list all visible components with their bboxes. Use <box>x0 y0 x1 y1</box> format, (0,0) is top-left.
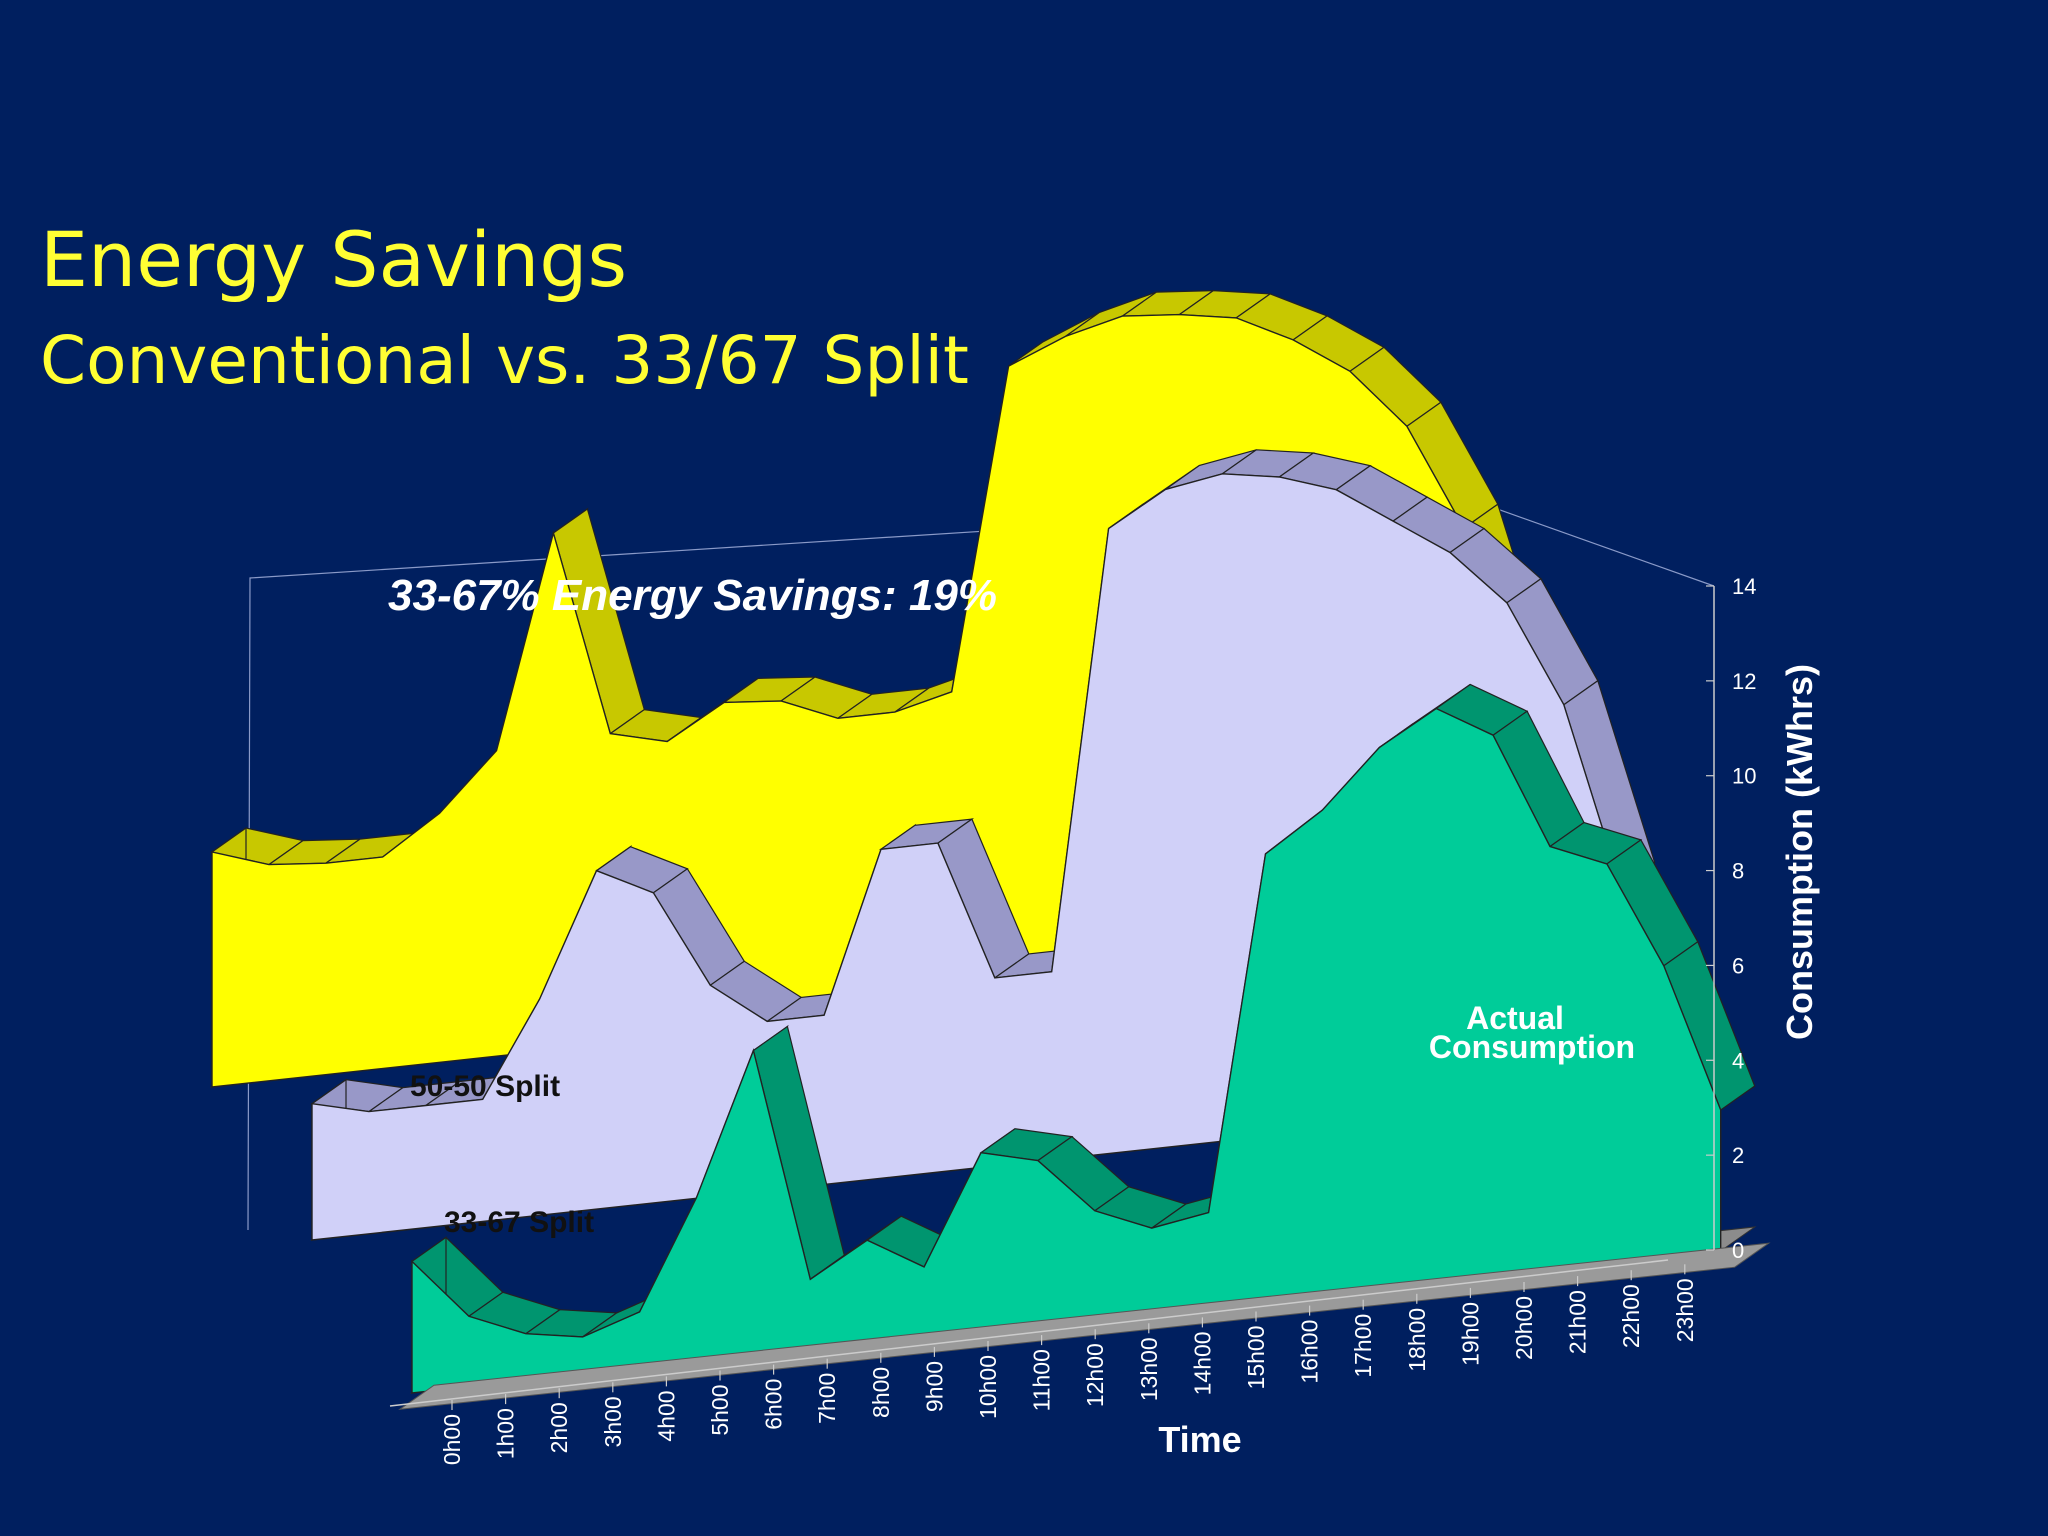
x-tick-label: 5h00 <box>707 1385 733 1436</box>
series-actual-consumption <box>410 683 1757 1395</box>
series-label-33-67: 33-67 Split <box>444 1206 594 1239</box>
x-tick-label: 19h00 <box>1457 1302 1483 1366</box>
x-tick-label: 18h00 <box>1404 1308 1430 1372</box>
series-label-50-50: 50-50 Split <box>410 1070 560 1103</box>
slide-title: Energy Savings <box>40 215 628 304</box>
series-label-actual-line1: Actual <box>1466 1000 1564 1036</box>
x-tick-label: 13h00 <box>1136 1337 1162 1401</box>
x-tick-label: 20h00 <box>1511 1296 1537 1360</box>
x-tick-label: 0h00 <box>439 1414 465 1465</box>
y-tick-label: 14 <box>1732 574 1756 599</box>
series-label-actual-line2: Consumption <box>1429 1029 1635 1065</box>
axes-layer: 0h00 1h00 2h00 3h00 4h00 5h00 6h00 7h00 8h00 9h00… <box>389 574 1771 1465</box>
y-tick-label: 2 <box>1732 1143 1744 1168</box>
x-tick-label: 9h00 <box>921 1361 947 1412</box>
x-tick-label: 22h00 <box>1618 1284 1644 1348</box>
y-tick-label: 6 <box>1732 953 1744 978</box>
x-tick-label: 21h00 <box>1565 1290 1591 1354</box>
savings-annotation: 33-67% Energy Savings: 19% <box>388 571 997 620</box>
x-tick-label: 3h00 <box>600 1396 626 1447</box>
x-tick-label: 15h00 <box>1243 1326 1269 1390</box>
x-tick-label: 7h00 <box>814 1373 840 1424</box>
x-tick-label: 8h00 <box>868 1367 894 1418</box>
x-tick-label: 4h00 <box>653 1390 679 1441</box>
y-tick-label: 4 <box>1732 1048 1744 1073</box>
x-tick-label: 14h00 <box>1189 1331 1215 1395</box>
x-tick-label: 10h00 <box>975 1355 1001 1419</box>
slide-subtitle: Conventional vs. 33/67 Split <box>40 322 969 399</box>
x-tick-label: 16h00 <box>1297 1320 1323 1384</box>
y-tick-label: 8 <box>1732 859 1744 884</box>
x-axis-label: Time <box>1158 1419 1241 1460</box>
side-wall-frame <box>1471 499 1715 587</box>
series-layer <box>210 289 1757 1395</box>
x-tick-label: 23h00 <box>1672 1278 1698 1342</box>
x-axis-line <box>389 1259 1669 1407</box>
x-tick-label: 2h00 <box>546 1402 572 1453</box>
y-tick-label: 12 <box>1732 669 1756 694</box>
x-tick-label: 1h00 <box>493 1408 519 1459</box>
y-axis-label: Consumption (kWhrs) <box>1779 664 1820 1040</box>
y-tick-label: 10 <box>1732 764 1756 789</box>
x-tick-label: 6h00 <box>761 1379 787 1430</box>
x-tick-label: 11h00 <box>1029 1349 1055 1411</box>
series-area <box>411 707 1722 1394</box>
x-tick-label: 17h00 <box>1350 1314 1376 1378</box>
x-tick-label: 12h00 <box>1082 1343 1108 1407</box>
y-tick-label: 0 <box>1732 1238 1744 1263</box>
